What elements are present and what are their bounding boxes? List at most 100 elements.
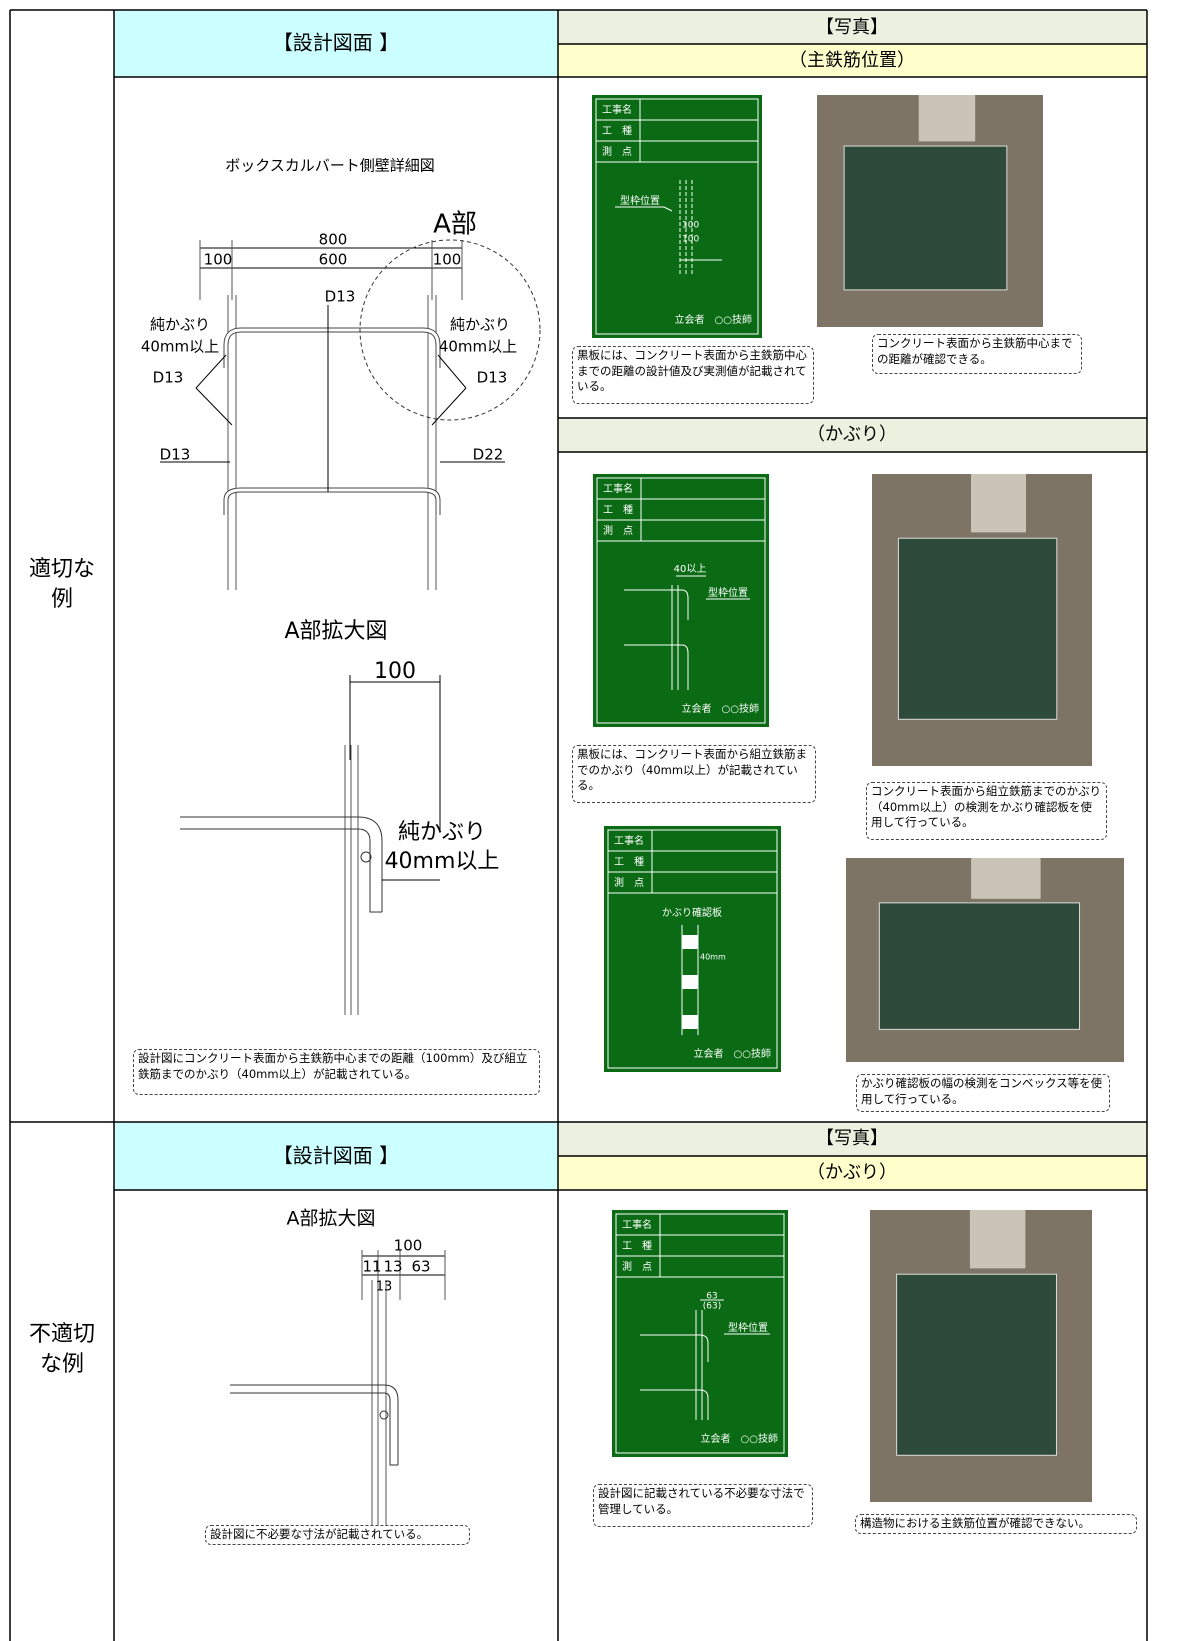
board-witness: 立会者 ○○技師 [701,1432,778,1445]
board-field: 工事名 [603,482,633,495]
label: 13 [383,1258,402,1276]
board-label: 型枠位置 [620,194,660,207]
line [663,206,673,212]
photo-board [897,537,1058,720]
line [224,488,440,515]
board-witness: 立会者 ○○技師 [682,702,759,715]
label: 63 [411,1258,430,1276]
header: 【写真】 [816,1128,888,1149]
caption: かぶり確認板の幅の検測をコンベックス等を使用して行っている。 [856,1074,1110,1112]
label: 100 [374,659,416,684]
photo-person [918,95,976,142]
label: 40mm以上 [439,338,517,356]
board-frame [615,1213,785,1454]
board-field: 工 種 [602,124,632,137]
label: D13 [153,369,184,387]
line [224,328,440,368]
header-cell [558,418,1147,452]
board-label: かぶり確認板 [662,906,722,919]
label: 100 [433,251,462,269]
board-field: 測 点 [603,524,633,537]
label: D13 [325,288,356,306]
label: 純かぶり [398,820,486,845]
board-field: 測 点 [622,1260,652,1273]
label: D13 [160,446,191,464]
line [223,487,441,515]
caption: コンクリート表面から主鉄筋中心までの距離が確認できる。 [872,334,1082,374]
board-label: 40mm [700,953,726,962]
board-field: 測 点 [614,876,644,889]
caption: 黒板には、コンクリート表面から主鉄筋中心までの距離の設計値及び実測値が記載されて… [572,346,814,404]
board-mark [682,1015,698,1029]
line [431,387,467,426]
line [624,644,689,690]
drawing-title: A部拡大図 [287,1208,376,1230]
board-label: (63) [703,1302,721,1312]
header: 【設計図面 】 [273,1144,399,1168]
board-mark [682,975,698,989]
board-label: 型枠位置 [728,1321,768,1334]
board-field: 工 種 [622,1239,652,1252]
line [195,354,227,389]
board-field: 工事名 [614,834,644,847]
drawing-title: A部拡大図 [284,619,387,644]
board-label: 100 [682,235,699,245]
line [640,1389,709,1420]
header-cell [114,10,558,77]
label: 11 [362,1258,381,1276]
row-label: 不適切な例 [28,1322,95,1377]
label: 純かぶり [450,316,510,334]
header-cell [558,10,1147,44]
board-label: 63 [706,1292,717,1302]
photo-board [896,1273,1057,1456]
header-cell [558,1156,1147,1190]
line [230,1384,399,1465]
subheader: （かぶり） [807,424,897,445]
caption: コンクリート表面から組立鉄筋までのかぶり（40mm以上）の検測をかぶり確認板を使… [866,782,1107,840]
label: D22 [473,446,504,464]
header: 【設計図面 】 [273,31,399,55]
header-cell [114,1122,558,1190]
label: 40mm以上 [141,338,219,356]
caption: 構造物における主鉄筋位置が確認できない。 [855,1514,1137,1534]
board-frame [596,477,766,724]
label: 40mm以上 [385,849,500,874]
line [180,828,382,913]
subheader: （主鉄筋位置） [789,50,915,71]
note: 設計図にコンクリート表面から主鉄筋中心までの距離（100mm）及び組立鉄筋までの… [133,1049,540,1095]
caption: 黒板には、コンクリート表面から組立鉄筋までのかぶり（40mm以上）が記載されてい… [572,745,816,803]
line [195,387,233,426]
photo-person [971,858,1041,899]
header-cell [558,1122,1147,1156]
board-frame [607,829,778,1069]
row-label: 適切な例 [28,557,95,612]
photo-board [843,145,1008,291]
bar-section [379,1410,389,1420]
line [223,327,441,368]
header: 【写真】 [816,17,888,38]
callout [359,239,541,421]
label: D13 [477,369,508,387]
label: 100 [204,251,233,269]
photo-board [878,902,1081,1030]
caption: 設計図に記載されている不必要な寸法で管理している。 [593,1484,813,1527]
line [624,589,689,620]
bar-section [360,851,372,863]
board-witness: 立会者 ○○技師 [675,313,752,326]
photo-person [971,474,1026,533]
blackboard [592,95,762,338]
board-witness: 立会者 ○○技師 [694,1047,771,1060]
board-field: 工 種 [603,503,633,516]
board-field: 測 点 [602,145,632,158]
board-label: 100 [682,221,699,231]
label: 100 [394,1237,423,1255]
line [640,1334,709,1362]
header-cell [558,44,1147,77]
label: 800 [319,231,348,249]
label: 純かぶり [150,316,210,334]
drawing-title: ボックスカルバート側壁詳細図 [225,157,435,175]
blackboard [593,474,769,727]
board-frame [595,98,759,335]
